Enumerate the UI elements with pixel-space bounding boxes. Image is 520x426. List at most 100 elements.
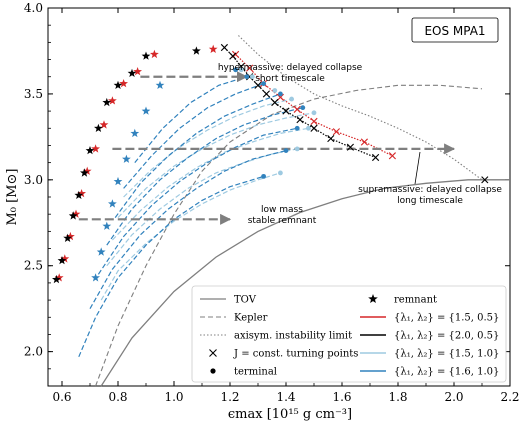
terminal-point-light (294, 146, 300, 152)
cross-stroke (209, 349, 217, 357)
legend-label: {λ₁, λ₂} = {1.5, 0.5} (394, 313, 499, 324)
remnant-red (119, 79, 128, 88)
x-tick-label: 2.0 (444, 390, 463, 404)
sequence-light-blue (117, 112, 315, 219)
terminal-point-mid (283, 148, 289, 154)
remnant-blue (108, 199, 117, 208)
remnant-black (192, 46, 201, 55)
sequence-curves (78, 76, 315, 358)
y-tick-label: 3.0 (24, 173, 43, 187)
terminal-point-light (289, 96, 294, 102)
legend-label: {λ₁, λ₂} = {1.5, 1.0} (394, 349, 499, 360)
legend-swatch (209, 349, 217, 357)
remnant-red (91, 144, 100, 153)
remnant-blue (122, 154, 131, 163)
remnant-black (74, 190, 84, 199)
cross-stroke (327, 134, 335, 143)
y-tick-label: 2.5 (24, 259, 43, 273)
turning-red-curve (235, 53, 393, 157)
annotation-pointer (414, 151, 421, 185)
annotation-text: supramassive: delayed collapse (358, 185, 502, 195)
remnant-blue (113, 176, 123, 186)
turning-point-red (246, 64, 254, 72)
turning-point (262, 90, 270, 98)
remnant-red (60, 254, 70, 263)
legend-label: remnant (394, 295, 437, 306)
cross-stroke (282, 107, 290, 115)
remnant-black (85, 146, 95, 155)
remnant-red (71, 209, 81, 218)
cross-stroke (481, 176, 489, 184)
x-tick-label: 1.0 (164, 390, 183, 404)
sequence-mid-blue (78, 175, 264, 358)
legend-label: terminal (234, 367, 277, 378)
remnant-red (66, 231, 75, 241)
kepler-curve (95, 84, 483, 387)
cross-stroke (262, 90, 270, 98)
terminal-point-mid (233, 67, 239, 73)
annotation-text: short timescale (255, 74, 325, 84)
remnant-black (127, 68, 137, 77)
terminal-point-light (250, 74, 255, 80)
terminal-point-light (272, 88, 278, 93)
terminal-point-mid (278, 91, 283, 97)
remnant-black (94, 123, 103, 132)
markers (52, 43, 489, 284)
remnant-black (57, 256, 67, 265)
sequence-light-blue (111, 127, 309, 241)
turning-point (220, 43, 228, 52)
tov-curve (100, 179, 510, 387)
remnant-red (133, 67, 142, 76)
terminal-point-mid (294, 125, 300, 131)
legend-label: {λ₁, λ₂} = {1.6, 1.0} (394, 367, 499, 378)
cross-stroke (271, 98, 279, 107)
cross-stroke (332, 128, 340, 136)
cross-stroke (310, 117, 318, 125)
cross-stroke (346, 143, 354, 151)
eos-label-box: EOS MPA1 (411, 17, 499, 43)
x-tick-label: 1.2 (220, 390, 239, 404)
turning-point (296, 116, 304, 124)
sequence-mid-blue (89, 150, 287, 309)
turning-point-red (388, 152, 396, 160)
remnant-black (68, 211, 78, 220)
cross-stroke (360, 138, 368, 146)
y-tick-label: 3.5 (24, 87, 43, 101)
legend: TOV Kepler axisym. instability limit J = co… (191, 285, 507, 383)
terminal-point-light (278, 170, 283, 176)
x-tick-label: 1.6 (332, 390, 351, 404)
terminal-point-light (306, 125, 311, 131)
cross-stroke (220, 43, 228, 52)
remnant-blue (96, 247, 106, 256)
turning-point (237, 62, 245, 71)
cross-stroke (293, 105, 301, 113)
remnant-black (63, 233, 72, 242)
legend-swatch (368, 294, 378, 303)
terminal-point-mid (244, 74, 250, 80)
remnant-blue (102, 221, 112, 230)
remnant-black (52, 274, 61, 284)
cross-stroke (276, 93, 284, 101)
turning-point-red (332, 128, 340, 136)
terminal-point-light (311, 110, 317, 116)
turning-point-red (360, 138, 368, 146)
remnant-blue (141, 106, 151, 115)
y-tick-label: 4.0 (24, 1, 43, 15)
legend-label: J = const. turning points (233, 349, 358, 360)
sequence-mid-blue (114, 93, 281, 218)
remnant-black (102, 97, 112, 107)
cross-stroke (296, 116, 304, 124)
sequence-mid-blue (123, 83, 264, 189)
remnant-red (208, 44, 218, 53)
x-tick-label: 0.6 (52, 390, 71, 404)
annotation-text: long timescale (397, 196, 463, 206)
remnant-black (141, 51, 151, 60)
legend-label: Kepler (234, 313, 268, 324)
terminal-point-mid (261, 173, 266, 179)
remnant-black (80, 168, 89, 177)
turning-point-red (276, 93, 284, 101)
turning-point (282, 107, 290, 115)
legend-label: axisym. instability limit (234, 331, 352, 342)
